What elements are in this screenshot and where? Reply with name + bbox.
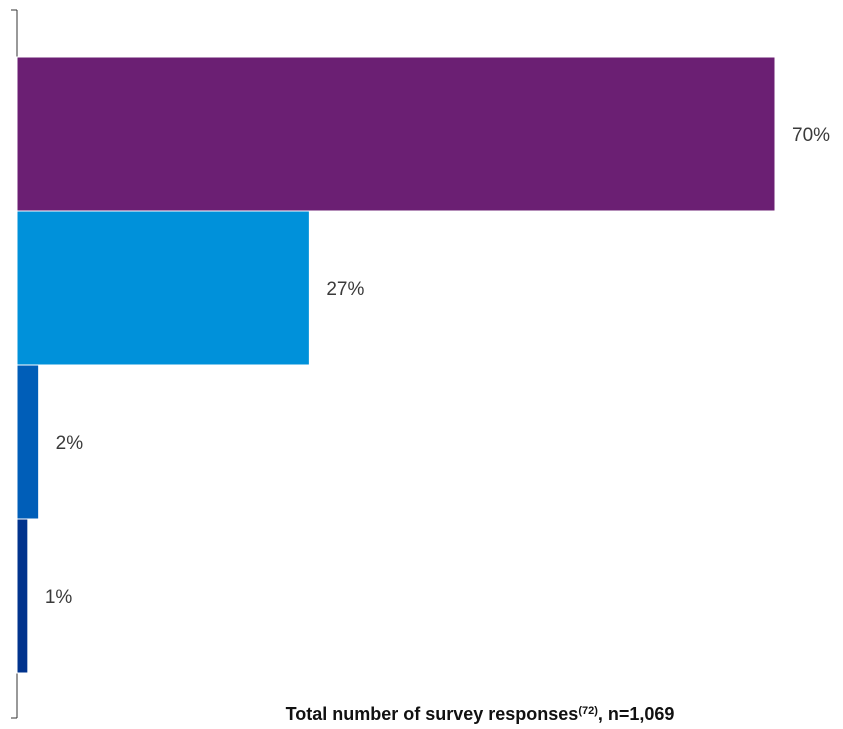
bar-group	[16, 56, 776, 674]
x-axis-title-text: Total number of survey responses	[285, 704, 579, 724]
data-label-2: 27%	[326, 279, 364, 300]
bar-4	[16, 518, 29, 674]
bar-2	[16, 210, 310, 366]
data-label-1: 70%	[792, 125, 830, 146]
data-label-3: 2%	[56, 433, 84, 454]
bar-1	[16, 56, 776, 212]
data-label-group: 70% 27% 2% 1%	[45, 125, 830, 608]
x-axis-title: Total number of survey responses(72), n=…	[0, 704, 843, 725]
x-axis-title-reference: (72)	[578, 705, 598, 717]
x-axis-title-count: , n=1,069	[597, 704, 675, 724]
data-label-4: 1%	[45, 587, 73, 608]
bar-3	[16, 364, 40, 520]
